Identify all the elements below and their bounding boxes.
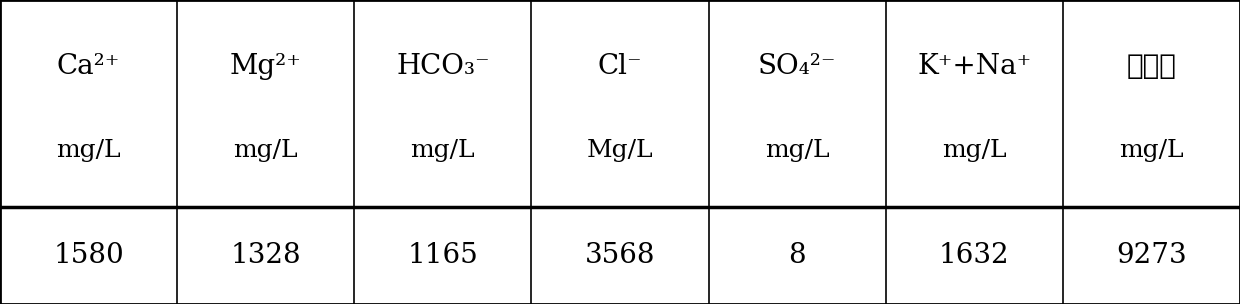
- Text: mg/L: mg/L: [410, 140, 475, 162]
- Text: 1632: 1632: [939, 242, 1009, 269]
- Text: Mg²⁺: Mg²⁺: [229, 53, 301, 80]
- Text: 3568: 3568: [585, 242, 655, 269]
- Text: K⁺+Na⁺: K⁺+Na⁺: [918, 53, 1032, 80]
- Text: Cl⁻: Cl⁻: [598, 53, 642, 80]
- Text: HCO₃⁻: HCO₃⁻: [396, 53, 490, 80]
- Text: Mg/L: Mg/L: [587, 140, 653, 162]
- Text: mg/L: mg/L: [233, 140, 298, 162]
- Text: mg/L: mg/L: [765, 140, 830, 162]
- Text: mg/L: mg/L: [942, 140, 1007, 162]
- Text: 9273: 9273: [1116, 242, 1187, 269]
- Text: 1328: 1328: [231, 242, 301, 269]
- Text: mg/L: mg/L: [1120, 140, 1184, 162]
- Text: 1165: 1165: [408, 242, 479, 269]
- Text: mg/L: mg/L: [56, 140, 120, 162]
- Text: 矿化度: 矿化度: [1126, 53, 1177, 80]
- Text: SO₄²⁻: SO₄²⁻: [758, 53, 837, 80]
- Text: 1580: 1580: [53, 242, 124, 269]
- Text: 8: 8: [789, 242, 806, 269]
- Text: Ca²⁺: Ca²⁺: [57, 53, 120, 80]
